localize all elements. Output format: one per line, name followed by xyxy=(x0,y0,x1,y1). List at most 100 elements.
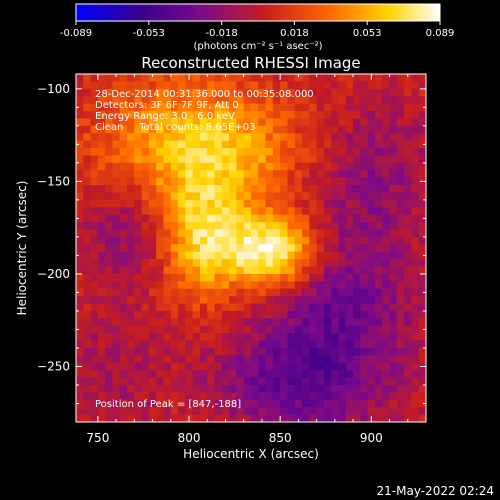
heatmap-cell xyxy=(251,81,259,90)
heatmap-cell xyxy=(396,207,405,216)
heatmap-cell xyxy=(185,384,194,393)
heatmap-cell xyxy=(229,273,238,282)
heatmap-cell xyxy=(316,303,325,312)
heatmap-cell xyxy=(353,266,361,275)
heatmap-cell xyxy=(251,414,259,422)
heatmap-cell xyxy=(309,296,318,305)
heatmap-cell xyxy=(163,162,172,171)
heatmap-cell xyxy=(243,310,252,319)
heatmap-cell xyxy=(185,310,194,319)
heatmap-cell xyxy=(323,340,332,349)
heatmap-cell xyxy=(90,118,99,127)
heatmap-cell xyxy=(185,133,194,142)
heatmap-cell xyxy=(83,125,92,134)
heatmap-cell xyxy=(199,140,208,149)
heatmap-cell xyxy=(163,296,172,305)
heatmap-cell xyxy=(411,399,420,408)
heatmap-cell xyxy=(170,229,179,238)
heatmap-cell xyxy=(192,266,201,275)
heatmap-cell xyxy=(141,399,150,408)
heatmap-cell xyxy=(90,310,99,319)
heatmap-cell xyxy=(148,340,157,349)
heatmap-cell xyxy=(192,133,201,142)
heatmap-cell xyxy=(323,370,332,379)
heatmap-cell xyxy=(418,296,426,305)
heatmap-cell xyxy=(127,177,135,186)
heatmap-cell xyxy=(360,407,369,416)
heatmap-cell xyxy=(367,325,376,334)
heatmap-cell xyxy=(127,370,135,379)
heatmap-cell xyxy=(192,310,201,319)
heatmap-cell xyxy=(148,288,157,297)
heatmap-cell xyxy=(374,177,383,186)
heatmap-cell xyxy=(119,273,128,282)
heatmap-cell xyxy=(309,384,318,393)
heatmap-cell xyxy=(404,118,413,127)
heatmap-cell xyxy=(404,96,413,105)
heatmap-cell xyxy=(396,318,405,327)
heatmap-cell xyxy=(207,148,216,157)
heatmap-cell xyxy=(272,192,281,201)
heatmap-cell xyxy=(316,310,325,319)
heatmap-cell xyxy=(214,377,223,386)
heatmap-cell xyxy=(229,222,238,231)
heatmap-cell xyxy=(236,111,245,120)
heatmap-cell xyxy=(331,125,340,134)
heatmap-cell xyxy=(119,251,128,260)
heatmap-cell xyxy=(178,177,186,186)
heatmap-cell xyxy=(243,399,252,408)
heatmap-cell xyxy=(338,310,347,319)
heatmap-cell xyxy=(338,148,347,157)
heatmap-cell xyxy=(134,96,143,105)
heatmap-cell xyxy=(127,96,135,105)
heatmap-cell xyxy=(404,125,413,134)
heatmap-cell xyxy=(199,177,208,186)
heatmap-cell xyxy=(353,377,361,386)
heatmap-cell xyxy=(360,155,369,164)
heatmap-cell xyxy=(272,414,281,422)
heatmap-cell xyxy=(345,384,354,393)
heatmap-cell xyxy=(148,259,157,268)
heatmap-cell xyxy=(418,118,426,127)
heatmap-cell xyxy=(178,229,186,238)
heatmap-cell xyxy=(214,229,223,238)
heatmap-cell xyxy=(396,214,405,223)
heatmap-cell xyxy=(163,266,172,275)
heatmap-cell xyxy=(156,185,165,194)
heatmap-cell xyxy=(411,140,420,149)
colorbar-ticks: -0.089 -0.053 -0.018 0.018 0.053 0.089 xyxy=(60,21,454,39)
heatmap-cell xyxy=(192,96,201,105)
heatmap-cell xyxy=(156,96,165,105)
heatmap-cell xyxy=(83,362,92,371)
heatmap-cell xyxy=(170,96,179,105)
heatmap-cell xyxy=(396,281,405,290)
heatmap-cell xyxy=(185,325,194,334)
heatmap-cell xyxy=(97,140,106,149)
heatmap-cell xyxy=(90,281,99,290)
heatmap-cell xyxy=(404,281,413,290)
heatmap-cell xyxy=(221,207,230,216)
heatmap-cell xyxy=(331,370,340,379)
heatmap-cell xyxy=(287,318,296,327)
heatmap-cell xyxy=(338,74,347,82)
heatmap-cell xyxy=(192,340,201,349)
heatmap-cell xyxy=(382,155,391,164)
heatmap-cell xyxy=(207,355,216,364)
heatmap-cell xyxy=(156,362,165,371)
heatmap-cell xyxy=(338,162,347,171)
heatmap-cell xyxy=(287,185,296,194)
heatmap-cell xyxy=(90,325,99,334)
heatmap-cell xyxy=(302,111,310,120)
heatmap-cell xyxy=(163,103,172,112)
heatmap-cell xyxy=(331,288,340,297)
heatmap-cell xyxy=(207,207,216,216)
heatmap-cell xyxy=(411,362,420,371)
heatmap-cell xyxy=(302,340,310,349)
heatmap-cell xyxy=(338,377,347,386)
heatmap-cell xyxy=(353,296,361,305)
heatmap-cell xyxy=(265,303,274,312)
heatmap-cell xyxy=(105,88,114,97)
heatmap-cell xyxy=(374,362,383,371)
heatmap-cell xyxy=(374,325,383,334)
heatmap-cell xyxy=(141,340,150,349)
